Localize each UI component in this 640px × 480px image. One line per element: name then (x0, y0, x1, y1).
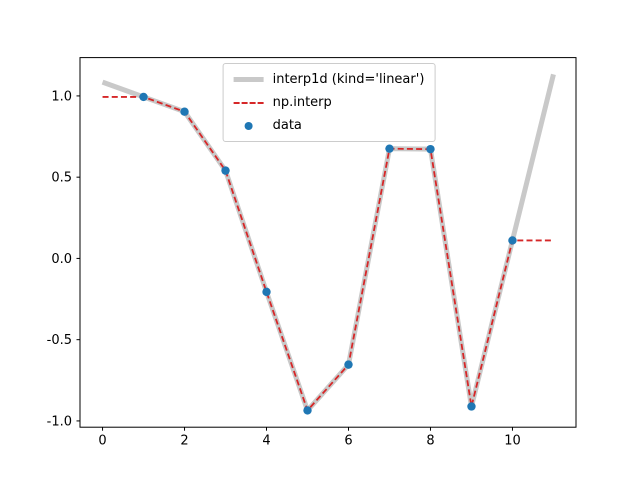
y-tick-label: -0.5 (47, 333, 72, 348)
x-tick-label: 0 (98, 434, 106, 449)
legend-entry-data: data (234, 117, 425, 134)
legend-label-interp1d: interp1d (kind='linear') (272, 72, 425, 87)
data-point (303, 406, 312, 415)
y-tick-label: 0.0 (51, 252, 72, 267)
blue-dot-swatch (234, 117, 264, 134)
y-tick-label: 0.5 (51, 171, 72, 186)
thick-gray-line-swatch (233, 71, 264, 88)
data-point (508, 236, 517, 245)
x-tick-label: 6 (344, 434, 352, 449)
data-point (426, 144, 435, 154)
x-tick-label: 8 (426, 434, 434, 449)
data-point (467, 402, 476, 411)
x-tick-label: 10 (504, 434, 521, 449)
data-point (139, 92, 148, 102)
data-marker-sample (244, 121, 253, 130)
red-dashed-line-swatch (233, 94, 264, 111)
legend-label-np-interp: np.interp (272, 95, 332, 110)
axes-frame (79, 57, 577, 428)
legend-entry-np-interp: np.interp (233, 94, 425, 111)
data-point (180, 107, 189, 116)
legend-label-data: data (272, 118, 302, 133)
interp1d-line-sample (233, 77, 264, 82)
x-tick-label: 4 (262, 434, 270, 449)
x-tick-label: 2 (180, 434, 188, 449)
legend-entry-interp1d: interp1d (kind='linear') (233, 71, 425, 88)
np-interp-line-sample (233, 101, 264, 104)
y-tick-label: -1.0 (47, 414, 72, 429)
np-interp-line (102, 96, 554, 412)
data-point (385, 144, 394, 153)
data-point (262, 287, 271, 297)
y-tick-label: 1.0 (51, 89, 72, 104)
data-point (344, 360, 353, 369)
data-point (221, 166, 230, 175)
legend: interp1d (kind='linear') np.interp data (222, 63, 436, 142)
